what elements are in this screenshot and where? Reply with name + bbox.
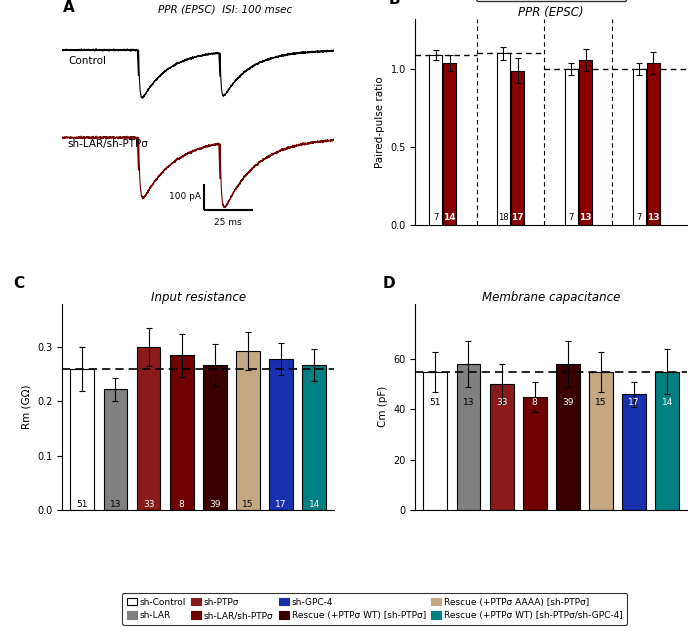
- Bar: [622, 394, 646, 510]
- Text: 7: 7: [568, 213, 574, 222]
- Text: 39: 39: [562, 398, 573, 407]
- Text: D: D: [383, 277, 396, 291]
- Bar: [523, 397, 547, 510]
- Y-axis label: Rm (GΩ): Rm (GΩ): [22, 385, 32, 429]
- Text: 17: 17: [628, 398, 640, 407]
- Bar: [556, 364, 579, 510]
- Text: 13: 13: [110, 500, 121, 509]
- Text: 18: 18: [498, 213, 509, 222]
- Bar: [655, 371, 679, 510]
- Y-axis label: Cm (pF): Cm (pF): [378, 386, 388, 427]
- Bar: [269, 359, 293, 510]
- Text: 25 ms: 25 ms: [214, 218, 242, 227]
- Bar: [490, 384, 514, 510]
- Bar: [579, 60, 592, 225]
- Text: 33: 33: [143, 500, 154, 509]
- Bar: [429, 55, 442, 225]
- Text: 15: 15: [242, 500, 254, 509]
- Text: A: A: [62, 0, 74, 15]
- Title: PPR (EPSC): PPR (EPSC): [518, 6, 584, 19]
- Bar: [565, 69, 577, 225]
- Text: 51: 51: [76, 500, 88, 509]
- Title: Input resistance: Input resistance: [151, 291, 246, 304]
- Bar: [236, 351, 260, 510]
- Text: 15: 15: [595, 398, 607, 407]
- Legend: sh-Control, sh-LAR, sh-PTPσ, sh-LAR/sh-PTPσ, sh-GPC-4, Rescue (+PTPσ WT) [sh-PTP: sh-Control, sh-LAR, sh-PTPσ, sh-LAR/sh-P…: [122, 593, 627, 625]
- Text: 17: 17: [511, 213, 524, 222]
- Bar: [497, 53, 510, 225]
- Text: B: B: [389, 0, 400, 7]
- Bar: [103, 389, 128, 510]
- Text: 33: 33: [496, 398, 507, 407]
- Title: Membrane capacitance: Membrane capacitance: [482, 291, 620, 304]
- Text: 7: 7: [636, 213, 642, 222]
- Text: PPR (EPSC)  ISI: 100 msec: PPR (EPSC) ISI: 100 msec: [158, 5, 291, 15]
- Bar: [203, 365, 227, 510]
- Text: 14: 14: [443, 213, 456, 222]
- Bar: [170, 356, 194, 510]
- Text: 8: 8: [532, 398, 538, 407]
- Text: 39: 39: [209, 500, 221, 509]
- Text: sh-LAR/sh-PTPσ: sh-LAR/sh-PTPσ: [68, 139, 149, 149]
- Text: C: C: [14, 277, 25, 291]
- Text: 13: 13: [648, 213, 660, 222]
- Text: 13: 13: [579, 213, 592, 222]
- Text: 17: 17: [276, 500, 287, 509]
- Bar: [423, 371, 448, 510]
- Bar: [70, 369, 94, 510]
- Text: 13: 13: [463, 398, 474, 407]
- Text: 7: 7: [433, 213, 438, 222]
- Bar: [633, 69, 645, 225]
- Bar: [302, 365, 326, 510]
- Text: 8: 8: [179, 500, 185, 509]
- Text: 51: 51: [430, 398, 441, 407]
- Text: Control: Control: [68, 56, 106, 66]
- Y-axis label: Paired-pulse ratio: Paired-pulse ratio: [375, 76, 385, 168]
- Bar: [443, 63, 456, 225]
- Bar: [647, 63, 660, 225]
- Bar: [457, 364, 480, 510]
- Text: 14: 14: [661, 398, 673, 407]
- Bar: [137, 347, 160, 510]
- Bar: [511, 71, 524, 225]
- Legend: sh-Control, sh-LAR/sh-PTPσ: sh-Control, sh-LAR/sh-PTPσ: [476, 0, 627, 1]
- Text: 100 pA: 100 pA: [169, 192, 201, 202]
- Bar: [589, 371, 613, 510]
- Text: 14: 14: [308, 500, 320, 509]
